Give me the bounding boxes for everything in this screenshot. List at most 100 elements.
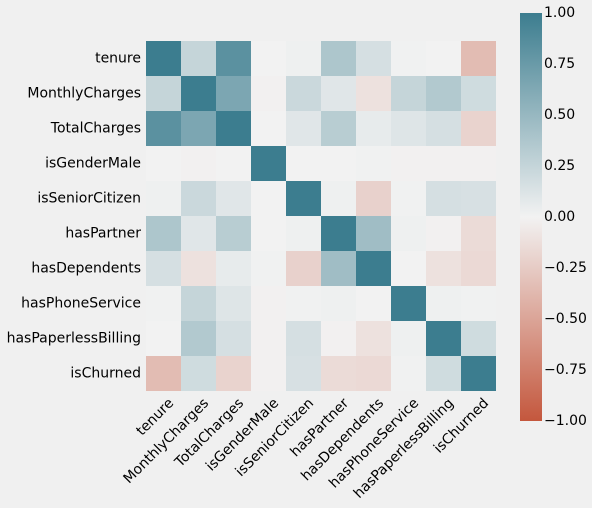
heatmap-cell	[391, 216, 426, 251]
heatmap-cell	[216, 216, 251, 251]
heatmap-cell	[216, 76, 251, 111]
heatmap-cell	[181, 111, 216, 146]
heatmap-cell	[251, 216, 286, 251]
heatmap-cell	[461, 146, 496, 181]
heatmap-cell	[321, 41, 356, 76]
heatmap-cell	[286, 286, 321, 321]
heatmap-cell	[321, 216, 356, 251]
heatmap-cell	[461, 251, 496, 286]
heatmap-cell	[426, 216, 461, 251]
heatmap-cell	[216, 146, 251, 181]
row-label: hasPartner	[65, 226, 141, 242]
heatmap-cell	[391, 251, 426, 286]
heatmap-cell	[356, 286, 391, 321]
heatmap-cell	[251, 321, 286, 356]
row-label: tenure	[95, 51, 141, 67]
heatmap-cell	[461, 321, 496, 356]
heatmap-cell	[356, 111, 391, 146]
heatmap-cell	[321, 181, 356, 216]
heatmap-cell	[356, 76, 391, 111]
heatmap-cell	[181, 356, 216, 391]
row-label: hasPhoneService	[21, 296, 141, 312]
heatmap-cell	[356, 251, 391, 286]
heatmap-cell	[286, 146, 321, 181]
heatmap-cell	[391, 76, 426, 111]
heatmap-cell	[251, 111, 286, 146]
row-label: MonthlyCharges	[27, 86, 141, 102]
heatmap-cell	[251, 76, 286, 111]
row-labels: tenure MonthlyCharges TotalCharges isGender…	[7, 51, 142, 382]
heatmap-cell	[356, 321, 391, 356]
heatmap-cell	[216, 181, 251, 216]
heatmap-cell	[251, 146, 286, 181]
heatmap-cells	[146, 41, 496, 391]
heatmap-cell	[391, 286, 426, 321]
heatmap-cell	[146, 181, 181, 216]
heatmap-cell	[426, 251, 461, 286]
heatmap-cell	[146, 111, 181, 146]
heatmap-cell	[181, 216, 216, 251]
heatmap-cell	[426, 41, 461, 76]
heatmap-cell	[146, 356, 181, 391]
heatmap-cell	[426, 321, 461, 356]
colorbar-tick-label: −0.25	[544, 260, 587, 276]
heatmap-cell	[251, 251, 286, 286]
heatmap-cell	[181, 181, 216, 216]
colorbar-tick-label: 0.75	[544, 56, 575, 72]
heatmap-cell	[216, 251, 251, 286]
heatmap-cell	[146, 76, 181, 111]
heatmap-cell	[286, 111, 321, 146]
heatmap-cell	[216, 111, 251, 146]
heatmap-cell	[426, 76, 461, 111]
heatmap-cell	[146, 251, 181, 286]
heatmap-cell	[146, 286, 181, 321]
heatmap-cell	[251, 286, 286, 321]
heatmap-cell	[391, 181, 426, 216]
heatmap-cell	[321, 76, 356, 111]
heatmap-cell	[216, 41, 251, 76]
heatmap-cell	[426, 286, 461, 321]
heatmap-cell	[251, 41, 286, 76]
heatmap-cell	[426, 181, 461, 216]
heatmap-cell	[391, 111, 426, 146]
heatmap-cell	[356, 146, 391, 181]
heatmap-cell	[181, 146, 216, 181]
heatmap-cell	[461, 181, 496, 216]
heatmap-cell	[146, 146, 181, 181]
colorbar-tick-label: −0.75	[544, 362, 587, 378]
colorbar-tick-label: 0.00	[544, 209, 575, 225]
heatmap-cell	[181, 251, 216, 286]
heatmap-cell	[146, 216, 181, 251]
heatmap-cell	[391, 41, 426, 76]
heatmap-cell	[356, 216, 391, 251]
heatmap-cell	[216, 286, 251, 321]
row-label: hasDependents	[31, 261, 141, 277]
heatmap-cell	[286, 356, 321, 391]
heatmap-cell	[321, 286, 356, 321]
heatmap-cell	[426, 356, 461, 391]
row-label: TotalCharges	[50, 121, 141, 137]
heatmap-cell	[391, 321, 426, 356]
heatmap-cell	[426, 111, 461, 146]
heatmap-cell	[286, 321, 321, 356]
row-label: isSeniorCitizen	[37, 191, 141, 207]
heatmap-cell	[216, 321, 251, 356]
heatmap-cell	[286, 181, 321, 216]
heatmap-cell	[461, 356, 496, 391]
heatmap-cell	[356, 181, 391, 216]
heatmap-cell	[356, 41, 391, 76]
column-labels: tenureMonthlyChargesTotalChargesisGender…	[121, 395, 493, 502]
row-label: isChurned	[70, 366, 141, 382]
colorbar	[520, 13, 542, 421]
heatmap-cell	[321, 146, 356, 181]
heatmap-cell	[461, 216, 496, 251]
heatmap-cell	[251, 181, 286, 216]
heatmap-cell	[286, 41, 321, 76]
heatmap-cell	[286, 251, 321, 286]
heatmap-cell	[146, 41, 181, 76]
heatmap-cell	[321, 251, 356, 286]
row-label: isGenderMale	[45, 156, 141, 172]
heatmap-cell	[181, 321, 216, 356]
heatmap-cell	[286, 216, 321, 251]
